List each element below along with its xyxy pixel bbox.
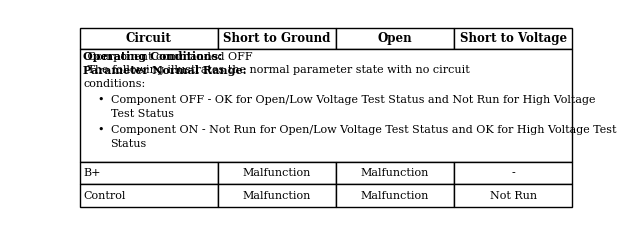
Text: •: • — [97, 95, 104, 105]
Bar — [80, 49, 572, 162]
Bar — [80, 162, 218, 185]
Bar — [454, 28, 572, 49]
Text: Not Run: Not Run — [490, 191, 537, 201]
Text: -: - — [511, 168, 515, 178]
Text: Component ON - Not Run for Open/Low Voltage Test Status and OK for High Voltage : Component ON - Not Run for Open/Low Volt… — [111, 125, 616, 135]
Text: Malfunction: Malfunction — [242, 191, 311, 201]
Text: Circuit: Circuit — [125, 32, 172, 45]
Bar — [336, 185, 454, 207]
Bar — [336, 28, 454, 49]
Text: Control: Control — [83, 191, 126, 201]
Bar — [454, 162, 572, 185]
Text: Operating Conditions:: Operating Conditions: — [83, 51, 223, 62]
Bar — [218, 185, 336, 207]
Bar — [218, 28, 336, 49]
Text: Short to Voltage: Short to Voltage — [460, 32, 567, 45]
Bar — [454, 185, 572, 207]
Text: •: • — [97, 125, 104, 135]
Text: Short to Ground: Short to Ground — [223, 32, 330, 45]
Bar — [80, 185, 218, 207]
Text: Open: Open — [378, 32, 412, 45]
Text: The following illustrates the normal parameter state with no circuit: The following illustrates the normal par… — [85, 65, 470, 75]
Text: conditions:: conditions: — [83, 79, 146, 89]
Text: Component commanded OFF: Component commanded OFF — [85, 52, 253, 62]
Bar — [80, 28, 218, 49]
Text: Parameter Normal Range:: Parameter Normal Range: — [83, 65, 247, 76]
Bar — [336, 162, 454, 185]
Text: Malfunction: Malfunction — [361, 191, 429, 201]
Bar — [218, 162, 336, 185]
Text: B+: B+ — [83, 168, 101, 178]
Text: Test Status: Test Status — [111, 109, 174, 119]
Text: Component OFF - OK for Open/Low Voltage Test Status and Not Run for High Voltage: Component OFF - OK for Open/Low Voltage … — [111, 95, 595, 105]
Text: Malfunction: Malfunction — [242, 168, 311, 178]
Text: Status: Status — [111, 139, 147, 149]
Text: Malfunction: Malfunction — [361, 168, 429, 178]
